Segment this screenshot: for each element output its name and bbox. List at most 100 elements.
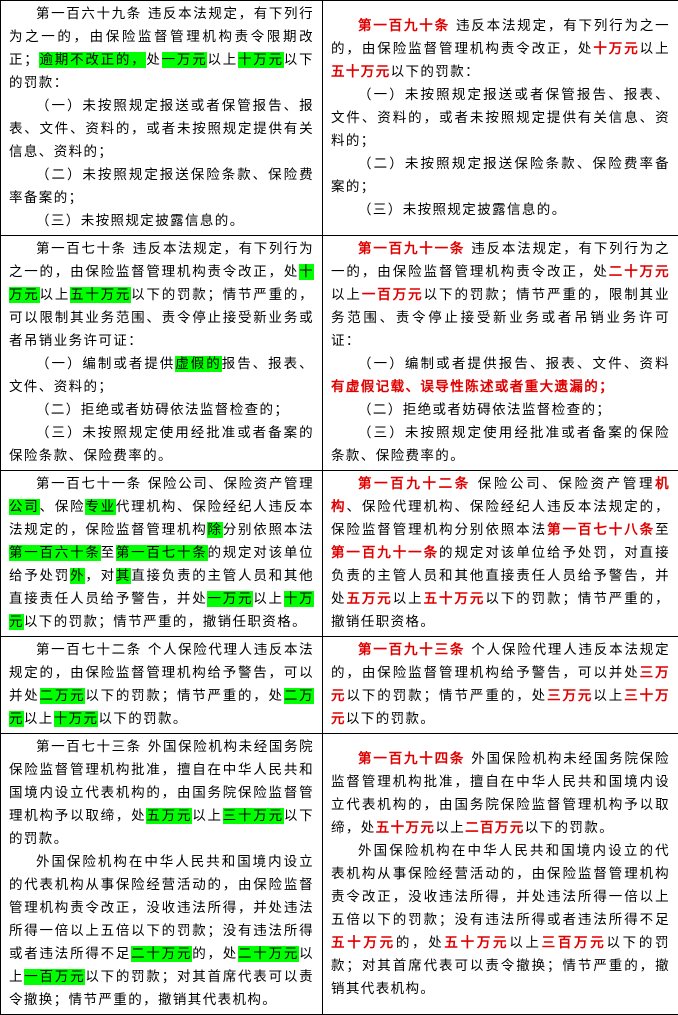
text-run: 的，处 xyxy=(192,946,238,962)
text-run: 以上 xyxy=(509,935,541,951)
text-run: （二）拒绝或者妨碍依法监督检查的； xyxy=(358,402,611,418)
paragraph: 第一百九十四条 外国保险机构未经国务院保险监督管理机构批准，擅自在中华人民共和国… xyxy=(331,748,670,840)
highlighted-text: 第一百六十条 xyxy=(9,545,101,561)
text-run: 以上 xyxy=(207,52,238,68)
highlighted-text: 其 xyxy=(116,568,131,584)
highlighted-text: 二十万元 xyxy=(131,946,192,962)
text-run: 以下的罚款；情节严重的，处 xyxy=(346,688,547,704)
paragraph: 第一百九十条 违反本法规定，有下列行为之一的，由保险监督管理机构责令改正，处十万… xyxy=(331,15,670,84)
highlighted-text: 一百万元 xyxy=(24,969,85,985)
highlighted-text: 逾期不改正的， xyxy=(39,52,146,68)
red-bold-text: 五十万元 xyxy=(424,591,486,607)
highlighted-text: 专业 xyxy=(85,499,116,515)
text-run: （三）未按照规定披露信息的。 xyxy=(36,213,245,229)
red-bold-text: 五十万元 xyxy=(331,935,396,951)
text-run: （一）编制或者提供 xyxy=(36,356,175,372)
text-run: 以下的罚款。 xyxy=(346,711,435,727)
table-row: 第一百七十条 违反本法规定，有下列行为之一的，由保险监督管理机构责令改正，处十万… xyxy=(1,236,678,471)
text-run: 以上 xyxy=(40,287,71,303)
red-bold-text: 三万元 xyxy=(547,688,593,704)
paragraph: 第一百九十二条 保险公司、保险资产管理机构、保险代理机构、保险经纪人违反本法规定… xyxy=(331,473,670,634)
right-cell: 第一百九十一条 违反本法规定，有下列行为之一的，由保险监督管理机构责令改正，处二… xyxy=(323,236,678,471)
text-run: 的，处 xyxy=(396,935,445,951)
text-run: 至 xyxy=(101,545,116,561)
text-run: 第一百七十一条 保险公司、保险资产管理 xyxy=(36,476,314,492)
table-row: 第一百七十二条 个人保险代理人违反本法规定的，由保险监督管理机构给予警告，可以并… xyxy=(1,637,678,734)
red-bold-text: 五万元 xyxy=(346,591,392,607)
text-run: （二）未按照规定报送保险条款、保险费率备案的； xyxy=(9,167,314,206)
red-bold-text: 五十万元 xyxy=(376,820,436,836)
red-bold-text: 第一百九十条 xyxy=(358,18,450,34)
highlighted-text: 除 xyxy=(207,522,222,538)
text-run: 、保险 xyxy=(40,499,86,515)
text-run: 第一百七十条 违反本法规定，有下列行为之一的，由保险监督管理机构责令改正，处 xyxy=(9,241,314,280)
text-run: 保险公司、保险资产管理 xyxy=(471,476,655,492)
paragraph: 外国保险机构在中华人民共和国境内设立的代表机构从事保险经营活动的，由保险监督管理… xyxy=(9,851,314,1012)
text-run: （三）未按照规定披露信息的。 xyxy=(358,202,567,218)
highlighted-text: 十万元 xyxy=(54,711,99,727)
paragraph: （三）未按照规定披露信息的。 xyxy=(9,210,314,233)
paragraph: 第一百七十三条 外国保险机构未经国务院保险监督管理机构批准，擅自在中华人民共和国… xyxy=(9,736,314,851)
text-run: （三）未按照规定使用经批准或者备案的保险条款、保险费率的。 xyxy=(9,425,314,464)
red-bold-text: 第一百九十一条 xyxy=(331,545,439,561)
text-run: 以上 xyxy=(593,688,624,704)
red-bold-text: 第一百七十八条 xyxy=(547,522,655,538)
text-run: 外国保险机构在中华人民共和国境内设立的代表机构从事保险经营活动的，由保险监督管理… xyxy=(331,843,670,928)
paragraph: 第一百九十三条 个人保险代理人违反本法规定的，由保险监督管理机构给予警告，可以并… xyxy=(331,639,670,731)
paragraph: （三）未按照规定使用经批准或者备案的保险条款、保险费率的。 xyxy=(9,422,314,468)
paragraph: 第一百七十二条 个人保险代理人违反本法规定的，由保险监督管理机构给予警告，可以并… xyxy=(9,639,314,731)
paragraph: （一）未按照规定报送或者保管报告、报表、文件、资料的，或者未按照规定提供有关信息… xyxy=(9,95,314,164)
paragraph: （二）拒绝或者妨碍依法监督检查的； xyxy=(9,399,314,422)
table-row: 第一百六十九条 违反本法规定，有下列行为之一的，由保险监督管理机构责令限期改正；… xyxy=(1,1,678,236)
red-bold-text: 第一百九十四条 xyxy=(358,751,465,767)
left-cell: 第一百七十一条 保险公司、保险资产管理公司、保险专业代理机构、保险经纪人违反本法… xyxy=(1,471,323,637)
paragraph: 第一百七十条 违反本法规定，有下列行为之一的，由保险监督管理机构责令改正，处十万… xyxy=(9,238,314,353)
red-bold-text: 第一百九十三条 xyxy=(358,642,465,658)
left-cell: 第一百七十条 违反本法规定，有下列行为之一的，由保险监督管理机构责令改正，处十万… xyxy=(1,236,323,471)
text-run: （一）未按照规定报送或者保管报告、报表、文件、资料的，或者未按照规定提供有关信息… xyxy=(9,98,314,160)
text-run: 以下的罚款。 xyxy=(98,711,187,727)
text-run: （一）未按照规定报送或者保管报告、报表、文件、资料的，或者未按照规定提供有关信息… xyxy=(331,87,670,149)
red-bold-text: 十万元 xyxy=(593,41,639,57)
text-run: 至 xyxy=(655,522,670,538)
text-run: 以下的罚款。 xyxy=(525,820,614,836)
right-cell: 第一百九十三条 个人保险代理人违反本法规定的，由保险监督管理机构给予警告，可以并… xyxy=(323,637,678,734)
table-row: 第一百七十三条 外国保险机构未经国务院保险监督管理机构批准，擅自在中华人民共和国… xyxy=(1,734,678,1015)
paragraph: 外国保险机构在中华人民共和国境内设立的代表机构从事保险经营活动的，由保险监督管理… xyxy=(331,840,670,1001)
red-bold-text: 第一百九十一条 xyxy=(358,241,465,257)
red-bold-text: 第一百九十二条 xyxy=(358,476,471,492)
text-run: （三）未按照规定使用经批准或者备案的保险条款、保险费率的。 xyxy=(331,425,670,464)
highlighted-text: 公司 xyxy=(9,499,40,515)
red-bold-text: 二百万元 xyxy=(465,820,525,836)
text-run: ，对 xyxy=(85,568,116,584)
highlighted-text: 二十万元 xyxy=(238,946,299,962)
highlighted-text: 二万元 xyxy=(40,688,86,704)
highlighted-text: 一万元 xyxy=(207,591,253,607)
red-bold-text: 有虚假记载、误导性陈述或者重大遗漏的； xyxy=(331,379,614,395)
paragraph: （一）编制或者提供虚假的报告、报表、文件、资料的； xyxy=(9,353,314,399)
left-cell: 第一百七十三条 外国保险机构未经国务院保险监督管理机构批准，擅自在中华人民共和国… xyxy=(1,734,323,1015)
right-cell: 第一百九十条 违反本法规定，有下列行为之一的，由保险监督管理机构责令改正，处十万… xyxy=(323,1,678,236)
paragraph: （三）未按照规定使用经批准或者备案的保险条款、保险费率的。 xyxy=(331,422,670,468)
red-bold-text: 五十万元 xyxy=(331,64,391,80)
red-bold-text: 五十万元 xyxy=(444,935,509,951)
text-run: 以上 xyxy=(640,41,670,57)
paragraph: （一）编制或者提供报告、报表、文件、资料有虚假记载、误导性陈述或者重大遗漏的； xyxy=(331,353,670,399)
paragraph: （二）未按照规定报送保险条款、保险费率备案的； xyxy=(9,164,314,210)
highlighted-text: 十万元 xyxy=(238,52,284,68)
red-bold-text: 三百万元 xyxy=(542,935,607,951)
red-bold-text: 二十万元 xyxy=(609,264,670,280)
highlighted-text: 五十万元 xyxy=(70,287,131,303)
page: {"table":{"rows":[ {"left":[ ["第一百六十九条 违… xyxy=(0,0,678,911)
paragraph: 第一百七十一条 保险公司、保险资产管理公司、保险专业代理机构、保险经纪人违反本法… xyxy=(9,473,314,634)
text-run: 处 xyxy=(146,52,161,68)
text-run: （一）编制或者提供报告、报表、文件、资料 xyxy=(358,356,670,372)
paragraph: （一）未按照规定报送或者保管报告、报表、文件、资料的，或者未按照规定提供有关信息… xyxy=(331,84,670,153)
right-cell: 第一百九十二条 保险公司、保险资产管理机构、保险代理机构、保险经纪人违反本法规定… xyxy=(323,471,678,637)
text-run: 以下的罚款： xyxy=(391,64,480,80)
red-bold-text: 一百万元 xyxy=(362,287,424,303)
text-run: 以上 xyxy=(253,591,284,607)
text-run: 以上 xyxy=(192,808,223,824)
paragraph: 第一百六十九条 违反本法规定，有下列行为之一的，由保险监督管理机构责令限期改正；… xyxy=(9,3,314,95)
text-run: （二）未按照规定报送保险条款、保险费率备案的； xyxy=(331,156,670,195)
